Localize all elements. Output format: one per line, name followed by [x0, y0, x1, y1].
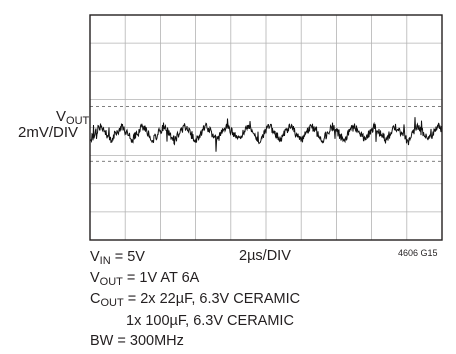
cout-condition: COUT = 2x 22µF, 6.3V CERAMIC [90, 291, 301, 309]
y-axis-scale: 2mV/DIV [18, 124, 79, 141]
reference-lines [90, 106, 442, 162]
figure-id: 4606 G15 [398, 248, 438, 258]
y-axis-label: VOUT [56, 108, 90, 127]
vin-condition: VIN = 5V [90, 249, 145, 267]
vout-condition: VOUT = 1V AT 6A [90, 270, 200, 288]
x-axis-scale: 2µs/DIV [239, 248, 291, 264]
vout-ripple-trace [89, 117, 443, 152]
cout2-condition: 1x 100µF, 6.3V CERAMIC [126, 313, 294, 329]
plot-frame [89, 14, 443, 241]
bandwidth-condition: BW = 300MHz [90, 333, 184, 349]
